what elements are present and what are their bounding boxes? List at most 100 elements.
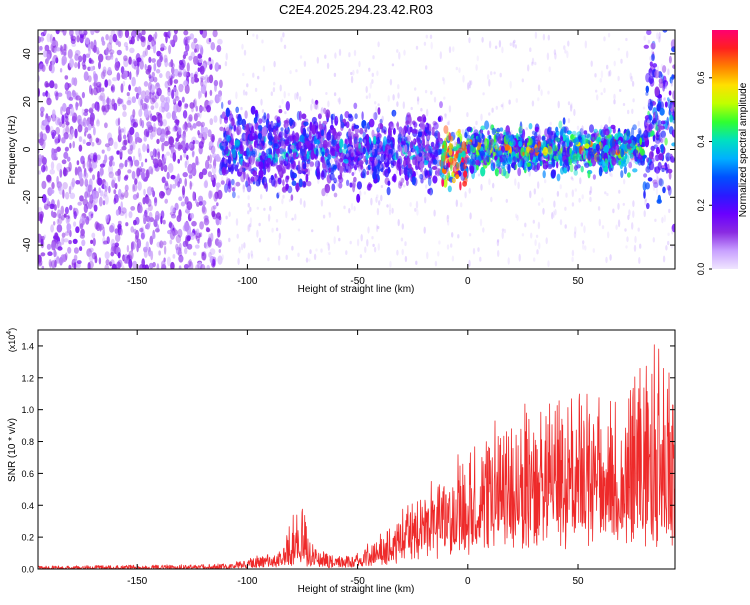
spectrogram-cell [198, 141, 204, 149]
spectrogram-cell [534, 239, 537, 247]
spectrogram-cell [469, 165, 475, 174]
spectrogram-cell [71, 177, 76, 188]
spectrogram-cell [132, 260, 138, 269]
spectrogram-cell [435, 167, 441, 177]
spectrogram-cell [547, 90, 550, 95]
spectrogram-cell [404, 241, 407, 247]
spectrogram-cell [353, 123, 356, 130]
spectrogram-cell [113, 197, 117, 205]
spectrogram-cell [631, 222, 634, 230]
spectrogram-cell [212, 258, 216, 267]
spectrogram-cell [584, 143, 590, 149]
spectrogram-cell [99, 163, 105, 168]
spectrogram-cell [379, 165, 382, 169]
spectrogram-cell [617, 47, 620, 51]
spectrogram-cell [169, 239, 173, 245]
spectrogram-cell [542, 33, 546, 41]
spectrogram-cell [404, 144, 408, 153]
spectrogram-cell [200, 122, 203, 128]
spectrogram-cell [61, 214, 65, 221]
spectrogram-cell [326, 241, 329, 246]
spectrogram-cell [507, 257, 510, 265]
spectrogram-cell [468, 84, 471, 89]
spectrogram-cell [449, 157, 454, 166]
spectrogram-cell [570, 102, 573, 109]
spectrogram-cell [313, 101, 316, 110]
spectrogram-cell [126, 244, 130, 253]
spectrogram-cell [531, 57, 535, 65]
spectrogram-cell [152, 40, 157, 46]
spectrogram-cell [401, 223, 404, 230]
spectrogram-cell [215, 182, 221, 188]
spectrogram-cell [281, 198, 284, 205]
spectrogram-cell [283, 160, 288, 166]
spectrogram-cell [429, 166, 433, 176]
spectrogram-cell [370, 197, 373, 206]
spectrogram-cell [664, 162, 668, 171]
spectrogram-cell [225, 215, 228, 220]
spectrogram-cell [258, 161, 262, 167]
spectrogram-cell [547, 260, 550, 268]
spectrogram-cell [508, 99, 511, 105]
spectrogram-cell [96, 154, 101, 161]
spectrogram-cell [324, 147, 327, 153]
spectrogram-cell [327, 186, 330, 194]
spectrogram-cell [257, 112, 260, 120]
spectrogram-cell [372, 243, 375, 247]
spectrogram-cell [509, 80, 512, 89]
spectrogram-cell [139, 117, 143, 127]
spectrogram-cell [458, 67, 461, 73]
spectrogram-cell [254, 87, 258, 92]
spectrogram-cell [170, 205, 175, 214]
spectrogram-marks [38, 30, 675, 269]
spectrogram-cell [89, 167, 92, 174]
spectrogram-cell [178, 265, 182, 269]
spectrogram-cell [404, 136, 407, 141]
spectrogram-cell [94, 158, 98, 164]
spectrogram-cell [256, 229, 259, 238]
spectrogram-cell [192, 191, 196, 202]
spectrogram-cell [496, 239, 500, 243]
spectrogram-cell [275, 227, 279, 232]
spectrogram-cell [309, 161, 315, 167]
spectrogram-cell [140, 230, 146, 239]
spectrogram-cell [504, 144, 511, 151]
spectrogram-cell [252, 121, 255, 128]
spectrogram-x-tick-label: -50 [350, 276, 365, 287]
spectrogram-cell [528, 137, 533, 146]
spectrogram-cell [200, 263, 206, 269]
spectrogram-cell [389, 78, 393, 86]
spectrogram-cell [573, 231, 577, 239]
spectrogram-cell [140, 99, 144, 106]
spectrogram-cell [479, 132, 483, 139]
spectrogram-cell [669, 114, 673, 123]
spectrogram-cell [404, 255, 408, 263]
spectrogram-cell [78, 171, 83, 180]
spectrogram-cell [347, 165, 351, 174]
spectrogram-cell [40, 111, 44, 118]
spectrogram-cell [83, 71, 89, 81]
spectrogram-cell [345, 121, 350, 129]
spectrogram-cell [114, 61, 120, 71]
spectrogram-cell [205, 159, 210, 170]
spectrogram-cell [556, 190, 560, 197]
spectrogram-cell [513, 39, 516, 44]
spectrogram-cell [462, 180, 467, 187]
spectrogram-cell [656, 176, 659, 184]
spectrogram-cell [280, 37, 283, 43]
spectrogram-cell [422, 153, 425, 162]
spectrogram-cell [76, 35, 80, 43]
spectrogram-cell [99, 167, 103, 178]
spectrogram-cell [163, 140, 170, 147]
spectrogram-cell [427, 188, 432, 195]
spectrogram-cell [54, 83, 58, 90]
spectrogram-cell [107, 66, 112, 75]
spectrogram-cell [636, 158, 642, 163]
spectrogram-cell [612, 127, 616, 134]
spectrogram-cell [132, 121, 138, 128]
spectrogram-cell [339, 113, 343, 123]
spectrogram-cell [646, 157, 649, 163]
spectrogram-cell [69, 142, 72, 149]
spectrogram-cell [373, 246, 377, 253]
spectrogram-cell [671, 104, 674, 111]
